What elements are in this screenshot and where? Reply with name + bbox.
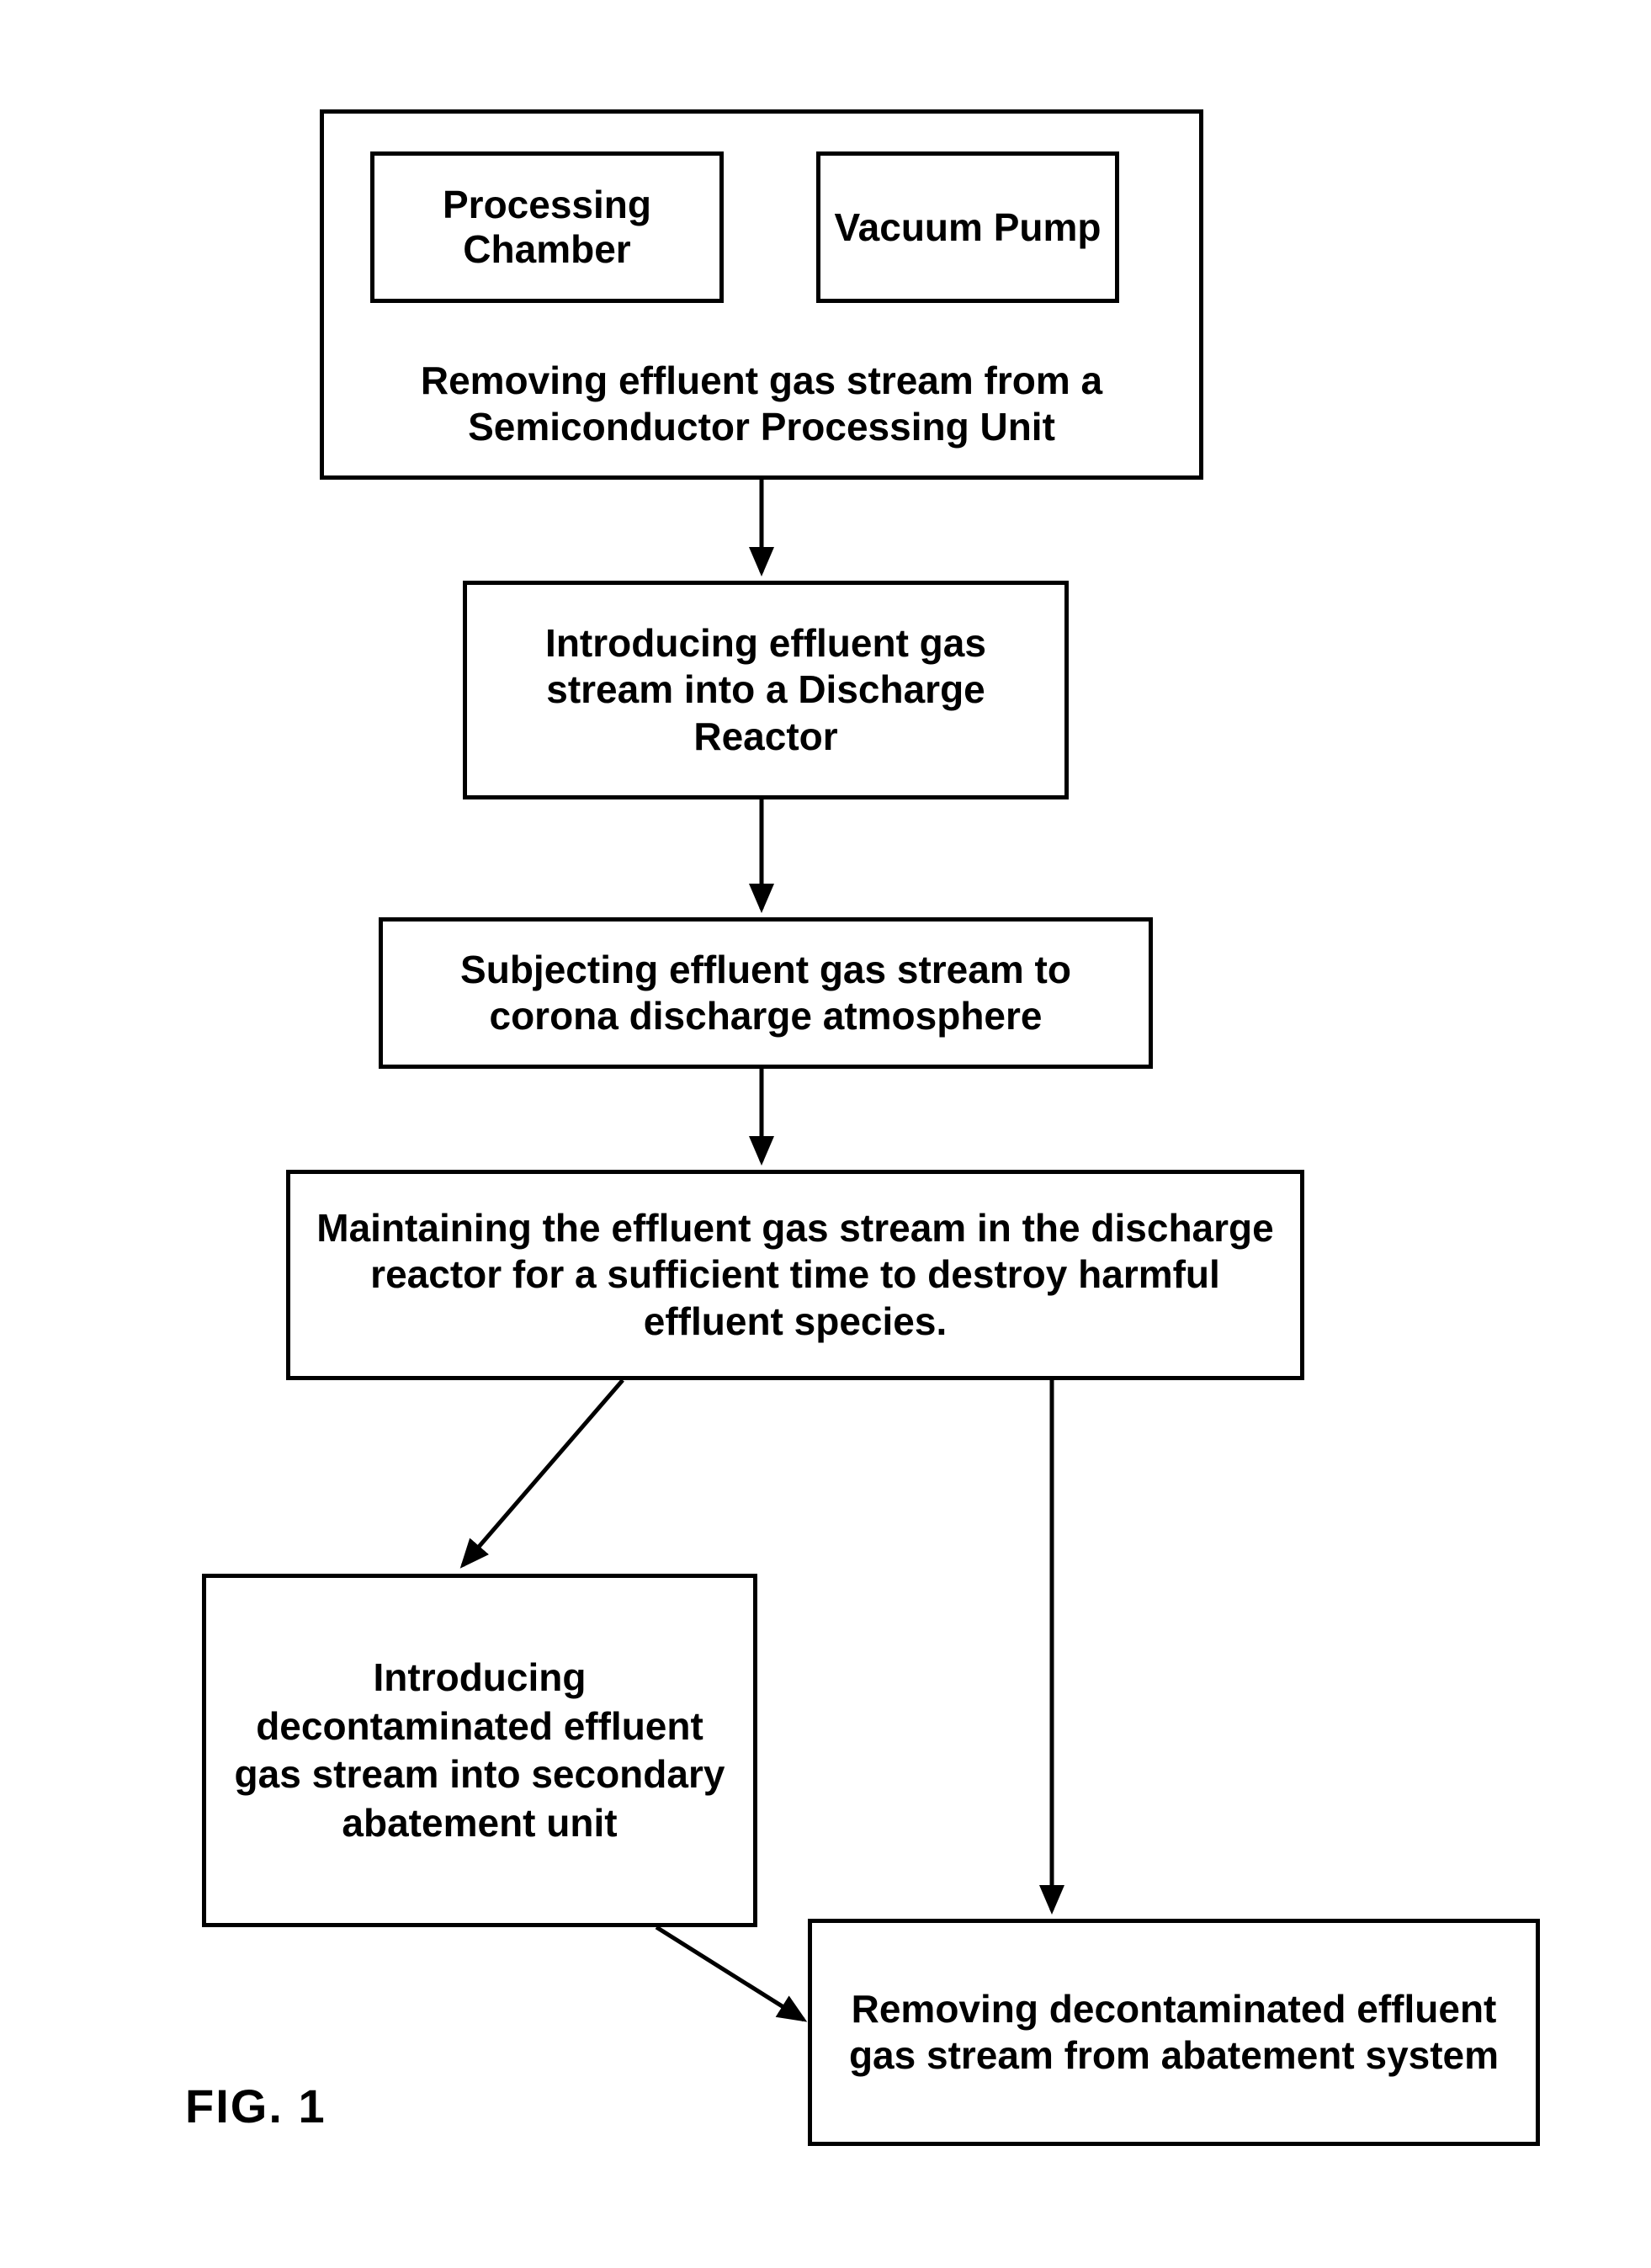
edge-6 bbox=[656, 1927, 804, 2020]
inner-box-processing-chamber: Processing Chamber bbox=[370, 151, 724, 303]
node4-label: Maintaining the effluent gas stream in t… bbox=[307, 1205, 1283, 1345]
node2-label: Introducing effluent gas stream into a D… bbox=[484, 620, 1048, 760]
inner1b-label: Vacuum Pump bbox=[835, 205, 1102, 250]
node6-label: Removing decontaminated effluent gas str… bbox=[829, 1986, 1519, 2079]
edge-4 bbox=[463, 1380, 623, 1565]
inner1a-label: Processing Chamber bbox=[374, 183, 719, 272]
flow-node-2: Introducing effluent gas stream into a D… bbox=[463, 581, 1069, 799]
inner-box-vacuum-pump: Vacuum Pump bbox=[816, 151, 1119, 303]
flow-node-4: Maintaining the effluent gas stream in t… bbox=[286, 1170, 1304, 1380]
node5-label: Introducing decontaminated effluent gas … bbox=[223, 1654, 736, 1847]
flow-node-5: Introducing decontaminated effluent gas … bbox=[202, 1574, 757, 1927]
node1-caption: Removing effluent gas stream from a Semi… bbox=[362, 358, 1161, 450]
node3-label: Subjecting effluent gas stream to corona… bbox=[400, 947, 1132, 1039]
flow-node-6: Removing decontaminated effluent gas str… bbox=[808, 1919, 1540, 2146]
flow-node-3: Subjecting effluent gas stream to corona… bbox=[379, 917, 1153, 1069]
figure-label: FIG. 1 bbox=[185, 2079, 326, 2133]
